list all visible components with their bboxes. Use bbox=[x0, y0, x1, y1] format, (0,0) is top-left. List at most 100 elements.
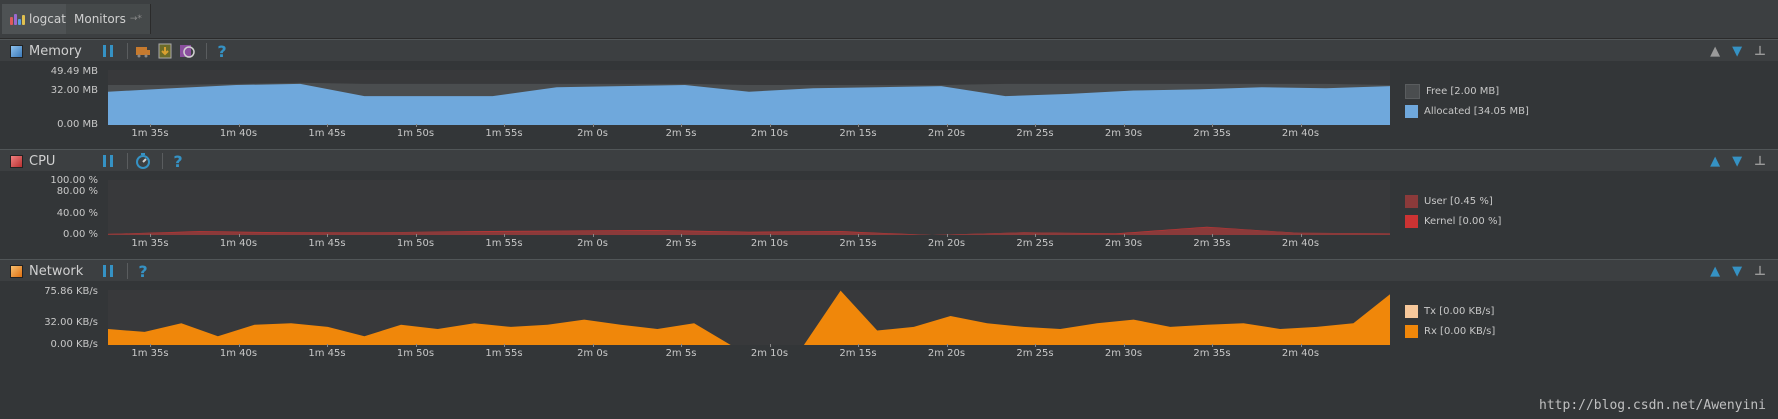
time-tick-label: 2m 0s bbox=[577, 238, 608, 249]
cpu-title: CPU bbox=[29, 153, 56, 169]
time-tick-label: 1m 55s bbox=[485, 128, 523, 139]
pause-icon bbox=[103, 45, 113, 57]
network-header: Network ? ▲ ▼ ⊥ bbox=[0, 259, 1778, 282]
cpu-y-tick: 100.00 % bbox=[50, 175, 98, 186]
move-up-icon[interactable]: ▲ bbox=[1710, 153, 1721, 169]
legend-kernel: Kernel [0.00 %] bbox=[1405, 212, 1501, 230]
time-tick-label: 1m 35s bbox=[131, 348, 169, 359]
time-tick-label: 2m 10s bbox=[750, 238, 789, 249]
help-icon: ? bbox=[138, 261, 148, 281]
time-tick-mark bbox=[946, 234, 948, 237]
time-tick-label: 1m 55s bbox=[485, 348, 523, 359]
legend-free: Free [2.00 MB] bbox=[1405, 82, 1529, 100]
time-tick-mark bbox=[1212, 344, 1213, 347]
toolbar-separator bbox=[127, 43, 128, 59]
time-tick-label: 2m 5s bbox=[665, 348, 697, 359]
time-tick-mark bbox=[327, 234, 328, 237]
time-tick-label: 1m 40s bbox=[219, 128, 258, 139]
time-tick-mark bbox=[150, 234, 151, 237]
network-pause-button[interactable] bbox=[99, 262, 117, 280]
time-tick-mark bbox=[504, 234, 505, 237]
time-tick-label: 2m 40s bbox=[1281, 128, 1320, 139]
move-down-icon[interactable]: ▼ bbox=[1732, 153, 1743, 169]
memory-help-button[interactable]: ? bbox=[213, 41, 231, 61]
cpu-icon bbox=[10, 154, 23, 168]
allocation-tracker-button[interactable] bbox=[178, 42, 196, 60]
time-tick-label: 2m 20s bbox=[927, 238, 966, 249]
toolbar-separator bbox=[127, 263, 128, 279]
time-tick-mark bbox=[150, 124, 151, 127]
logcat-icon bbox=[10, 13, 26, 25]
tab-monitors[interactable]: Monitors →* bbox=[66, 4, 151, 34]
time-tick-label: 2m 25s bbox=[1016, 348, 1054, 359]
minimize-icon[interactable]: ⊥ bbox=[1754, 153, 1766, 169]
cpu-pause-button[interactable] bbox=[99, 152, 117, 170]
time-tick-label: 1m 55s bbox=[485, 238, 523, 249]
swatch-free bbox=[1405, 83, 1420, 99]
time-tick-label: 2m 10s bbox=[750, 128, 789, 139]
cpu-y-tick: 0.00 % bbox=[63, 229, 98, 240]
time-tick-label: 1m 50s bbox=[396, 128, 435, 139]
time-tick-label: 2m 30s bbox=[1104, 348, 1143, 359]
minimize-icon[interactable]: ⊥ bbox=[1754, 43, 1766, 59]
network-icon bbox=[10, 264, 23, 278]
tab-logcat-label: logcat bbox=[29, 12, 66, 26]
dump-heap-button[interactable] bbox=[156, 42, 174, 60]
legend-label: Allocated [34.05 MB] bbox=[1424, 105, 1529, 117]
time-tick-mark bbox=[858, 344, 859, 347]
time-tick-label: 1m 50s bbox=[396, 238, 435, 249]
time-tick-mark bbox=[1035, 124, 1036, 127]
toolbar-separator bbox=[162, 153, 163, 169]
move-down-icon[interactable]: ▼ bbox=[1732, 43, 1743, 59]
time-tick-label: 1m 35s bbox=[131, 128, 169, 139]
time-tick-mark bbox=[1123, 124, 1125, 127]
series-rx-area bbox=[108, 290, 1390, 345]
time-tick-mark bbox=[327, 344, 328, 347]
swatch-allocated bbox=[1405, 104, 1418, 118]
swatch-user bbox=[1405, 194, 1418, 208]
time-tick-label: 2m 25s bbox=[1016, 238, 1054, 249]
time-tick-mark bbox=[1123, 234, 1125, 237]
pin-icon[interactable]: →* bbox=[129, 14, 142, 24]
help-icon: ? bbox=[217, 41, 227, 61]
legend-label: User [0.45 %] bbox=[1424, 195, 1493, 207]
gc-icon bbox=[136, 47, 150, 58]
cpu-time-axis: 1m 35s 1m 40s 1m 45s 1m 50s 1m 55s 2m 0s 2m 5s… bbox=[108, 234, 1390, 256]
time-tick-mark bbox=[1123, 344, 1125, 347]
memory-window-controls: ▲ ▼ ⊥ bbox=[1710, 40, 1766, 62]
network-legend: Tx [0.00 KB/s] Rx [0.00 KB/s] bbox=[1405, 302, 1495, 342]
memory-y-tick: 49.49 MB bbox=[50, 66, 98, 77]
network-help-button[interactable]: ? bbox=[134, 261, 152, 281]
toolbar-separator bbox=[127, 153, 128, 169]
minimize-icon[interactable]: ⊥ bbox=[1754, 263, 1766, 279]
move-down-icon[interactable]: ▼ bbox=[1732, 263, 1743, 279]
cpu-help-button[interactable]: ? bbox=[169, 152, 187, 171]
tab-logcat[interactable]: logcat bbox=[2, 4, 75, 34]
move-up-icon[interactable]: ▲ bbox=[1710, 263, 1721, 279]
move-up-icon[interactable]: ▲ bbox=[1710, 43, 1721, 59]
time-tick-mark bbox=[415, 124, 417, 127]
gc-button[interactable] bbox=[134, 42, 152, 60]
time-tick-label: 1m 45s bbox=[308, 348, 346, 359]
memory-header: Memory ? ▲ ▼ ⊥ bbox=[0, 39, 1778, 62]
memory-chart bbox=[108, 70, 1390, 125]
time-tick-label: 2m 30s bbox=[1104, 128, 1143, 139]
method-trace-button[interactable] bbox=[134, 152, 152, 170]
time-tick-label: 1m 40s bbox=[219, 348, 258, 359]
watermark: http://blog.csdn.net/Awenyini bbox=[1539, 398, 1766, 413]
memory-pause-button[interactable] bbox=[99, 42, 117, 60]
legend-label: Kernel [0.00 %] bbox=[1424, 215, 1502, 227]
time-tick-mark bbox=[1212, 124, 1213, 127]
network-window-controls: ▲ ▼ ⊥ bbox=[1710, 260, 1766, 282]
time-tick-label: 2m 15s bbox=[839, 348, 877, 359]
time-tick-label: 1m 45s bbox=[308, 238, 346, 249]
legend-label: Rx [0.00 KB/s] bbox=[1424, 325, 1496, 337]
cpu-legend: User [0.45 %] Kernel [0.00 %] bbox=[1405, 192, 1501, 232]
time-tick-mark bbox=[415, 234, 417, 237]
time-tick-mark bbox=[858, 234, 859, 237]
series-user-area bbox=[108, 227, 1390, 235]
cpu-y-tick: 40.00 % bbox=[56, 208, 98, 219]
time-tick-label: 2m 5s bbox=[665, 238, 697, 249]
time-tick-label: 2m 15s bbox=[839, 238, 877, 249]
time-tick-mark bbox=[592, 344, 594, 347]
